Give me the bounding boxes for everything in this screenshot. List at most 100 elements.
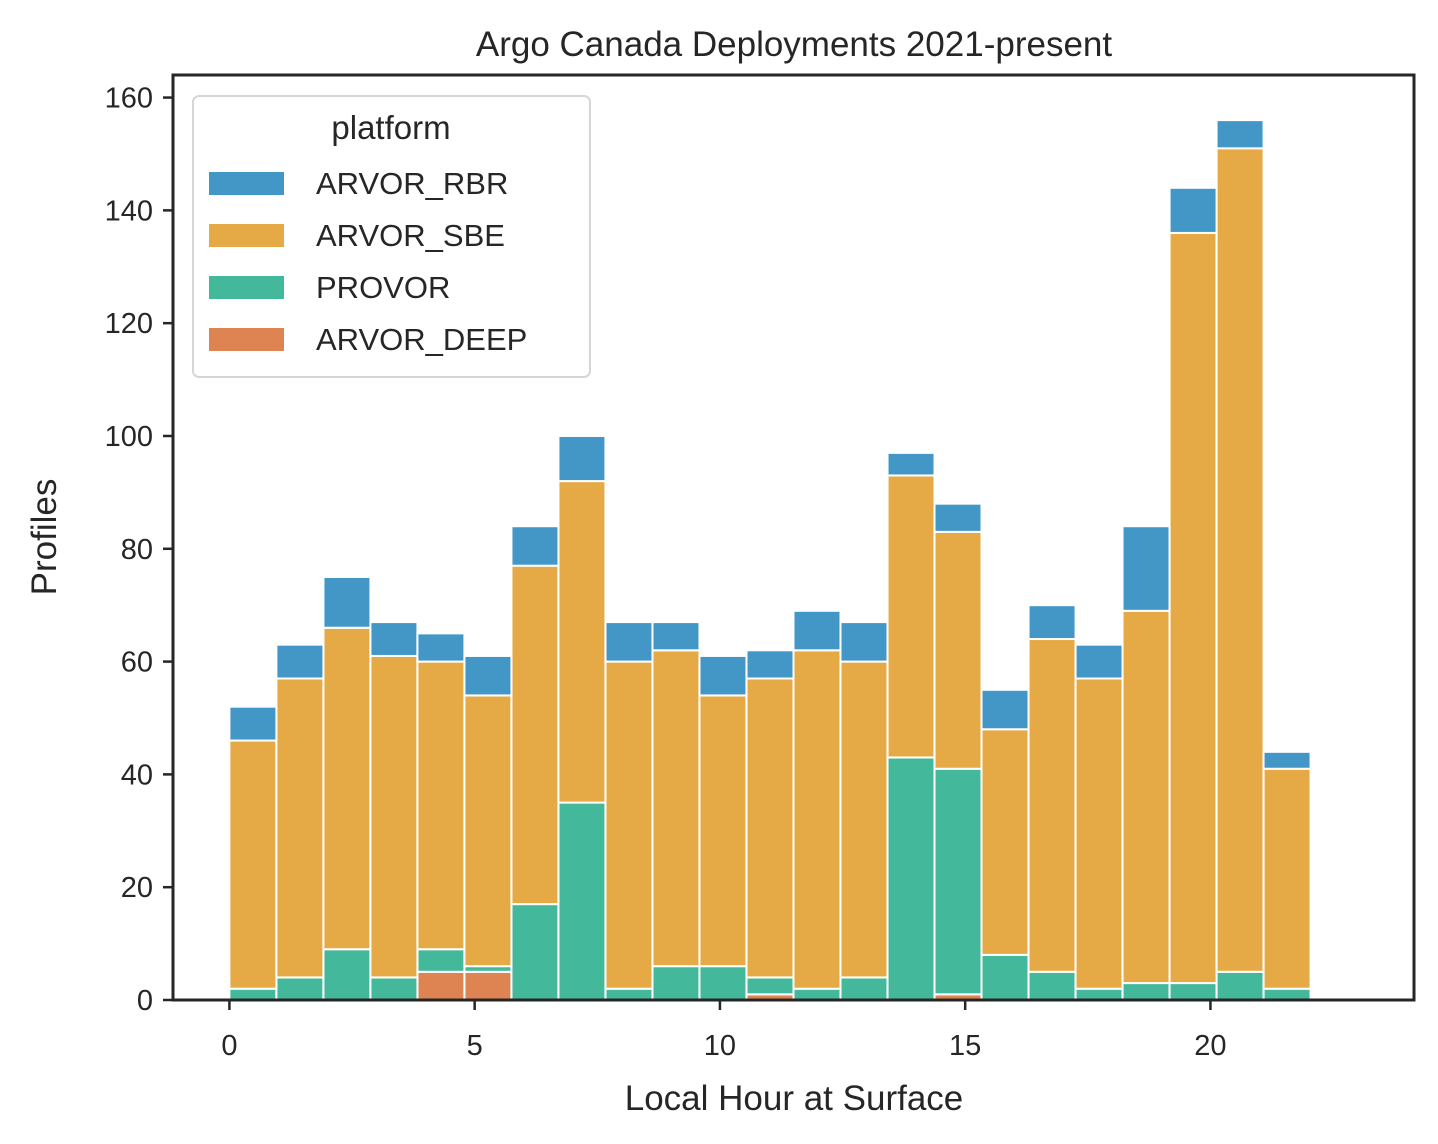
bar-arvor-rbr <box>792 609 842 652</box>
legend-label-provor: PROVOR <box>316 270 450 305</box>
legend-title: platform <box>331 109 450 146</box>
bar-arvor-rbr <box>228 705 278 742</box>
bar-arvor-sbe <box>275 677 325 979</box>
bar-arvor-sbe <box>369 654 419 979</box>
bar-provor <box>369 976 419 1002</box>
bar-arvor-rbr <box>745 649 795 680</box>
bar-arvor-rbr <box>557 434 607 483</box>
bar-provor <box>604 987 654 1001</box>
bar-arvor-rbr <box>369 621 419 657</box>
plot-frame <box>171 73 1416 1002</box>
bar-arvor-rbr <box>933 502 983 533</box>
bar-provor <box>1074 987 1124 1001</box>
bar-arvor-rbr <box>1168 186 1218 234</box>
bar-arvor-sbe <box>792 649 842 990</box>
bar-arvor-sbe <box>604 660 654 990</box>
y-tick-label: 60 <box>121 647 153 679</box>
x-tick-label: 0 <box>221 1030 237 1062</box>
bar-arvor-sbe <box>1074 677 1124 990</box>
y-tick-label: 40 <box>121 759 153 791</box>
bar-arvor-sbe <box>651 649 701 968</box>
x-tick-label: 10 <box>704 1030 736 1062</box>
bar-provor <box>980 953 1030 1002</box>
bar-arvor-sbe <box>1121 609 1171 985</box>
x-tick-label: 20 <box>1194 1030 1226 1062</box>
legend: platform ARVOR_RBR ARVOR_SBE PROVOR ARVOR_D… <box>192 95 591 378</box>
bar-provor <box>698 965 748 1001</box>
x-tick-label: 5 <box>467 1030 483 1062</box>
bar-arvor-sbe <box>510 564 560 906</box>
legend-swatch-arvor-rbr <box>209 172 284 195</box>
x-axis: 0 5 10 15 20 <box>221 1000 1227 1062</box>
y-tick-label: 100 <box>105 421 153 453</box>
bar-arvor-sbe <box>416 660 466 951</box>
bar-arvor-rbr <box>510 525 560 567</box>
bar-arvor-sbe <box>1215 147 1265 973</box>
bar-arvor-rbr <box>275 643 325 680</box>
bar-arvor-sbe <box>1262 767 1312 990</box>
legend-swatch-arvor-deep <box>209 328 284 351</box>
bar-provor <box>1215 970 1265 1001</box>
bar-arvor-deep <box>416 970 466 1001</box>
bar-arvor-rbr <box>1121 525 1171 612</box>
bar-provor <box>1262 987 1312 1001</box>
bar-arvor-rbr <box>1215 119 1265 150</box>
bar-provor <box>1027 970 1077 1001</box>
legend-label-arvor-deep: ARVOR_DEEP <box>316 322 527 357</box>
legend-label-arvor-rbr: ARVOR_RBR <box>316 166 508 201</box>
bar-arvor-sbe <box>745 677 795 979</box>
bar-arvor-rbr <box>1074 643 1124 680</box>
bars-layer <box>228 119 1312 1002</box>
bar-arvor-rbr <box>651 621 701 652</box>
legend-frame <box>192 95 591 378</box>
bar-arvor-rbr <box>322 575 372 629</box>
bar-arvor-rbr <box>463 654 513 697</box>
y-tick-label: 120 <box>105 308 153 340</box>
bar-arvor-sbe <box>980 728 1030 956</box>
legend-swatch-arvor-sbe <box>209 224 284 247</box>
bar-arvor-rbr <box>1262 750 1312 770</box>
x-tick-label: 15 <box>949 1030 981 1062</box>
bar-arvor-rbr <box>698 654 748 697</box>
bar-arvor-sbe <box>839 660 889 979</box>
legend-swatch-provor <box>209 276 284 299</box>
bar-arvor-sbe <box>886 474 936 759</box>
bar-provor <box>745 976 795 996</box>
bar-provor <box>322 948 372 1001</box>
bar-arvor-rbr <box>839 621 889 663</box>
bar-arvor-sbe <box>698 694 748 968</box>
bar-arvor-sbe <box>322 626 372 951</box>
bar-provor <box>933 767 983 996</box>
y-tick-label: 140 <box>105 195 153 227</box>
bar-arvor-rbr <box>980 688 1030 731</box>
bar-provor <box>557 801 607 1002</box>
bar-provor <box>792 987 842 1001</box>
bar-provor <box>651 965 701 1001</box>
y-axis-label: Profiles <box>25 479 64 596</box>
y-tick-label: 160 <box>105 83 153 115</box>
bar-provor <box>510 903 560 1001</box>
bar-arvor-sbe <box>228 739 278 990</box>
bar-arvor-sbe <box>1027 638 1077 973</box>
bar-arvor-sbe <box>557 480 607 804</box>
bar-arvor-rbr <box>604 621 654 663</box>
y-axis: 0 20 40 60 80 100 120 140 160 <box>105 83 173 1017</box>
legend-label-arvor-sbe: ARVOR_SBE <box>316 218 505 253</box>
y-tick-label: 20 <box>121 872 153 904</box>
bar-provor <box>228 987 278 1001</box>
x-axis-label: Local Hour at Surface <box>625 1079 964 1118</box>
bar-arvor-sbe <box>463 694 513 968</box>
bar-arvor-rbr <box>1027 604 1077 641</box>
bar-arvor-sbe <box>933 530 983 770</box>
bar-provor <box>1168 982 1218 1002</box>
y-tick-label: 0 <box>137 985 153 1017</box>
y-tick-label: 80 <box>121 534 153 566</box>
bar-provor <box>886 756 936 1001</box>
bar-provor <box>416 948 466 973</box>
bar-provor <box>1121 982 1171 1002</box>
bar-provor <box>275 976 325 1002</box>
bar-arvor-rbr <box>886 451 936 477</box>
bar-arvor-sbe <box>1168 231 1218 985</box>
bar-provor <box>839 976 889 1002</box>
